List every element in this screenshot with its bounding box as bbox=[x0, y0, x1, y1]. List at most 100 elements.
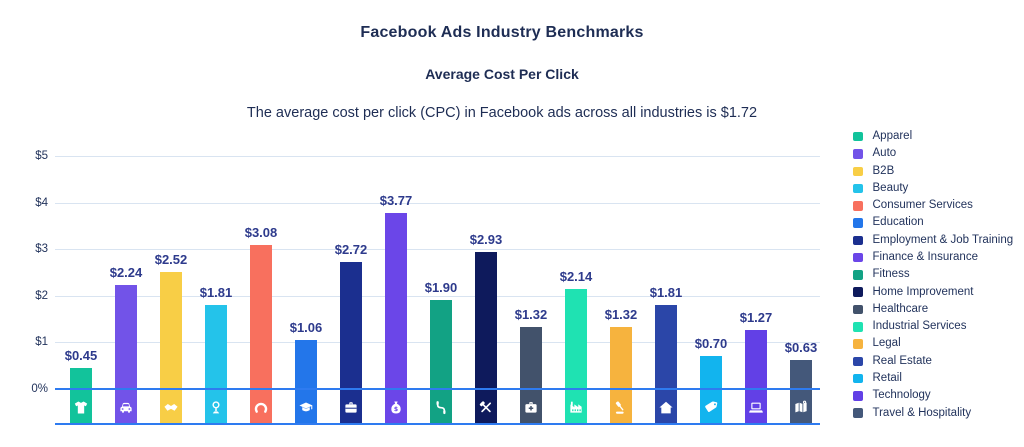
value-label-fitness: $1.90 bbox=[424, 280, 458, 296]
legend-swatch-beauty bbox=[853, 183, 863, 194]
legend-label-auto: Auto bbox=[872, 147, 897, 160]
briefcase-icon bbox=[344, 400, 359, 415]
tshirt-icon bbox=[74, 400, 89, 415]
legend-item-healthcare: Healthcare bbox=[853, 302, 1018, 315]
tools-icon bbox=[479, 400, 494, 415]
factory-icon bbox=[569, 400, 584, 415]
legend-swatch-finance-insurance bbox=[853, 252, 863, 263]
bar-finance-insurance: $ bbox=[385, 213, 407, 425]
legend-label-fitness: Fitness bbox=[872, 268, 910, 281]
legend-label-travel-hospitality: Travel & Hospitality bbox=[872, 406, 972, 419]
legend-label-legal: Legal bbox=[872, 337, 901, 350]
value-label-education: $1.06 bbox=[289, 319, 323, 335]
laptop-icon bbox=[749, 400, 764, 415]
y-gridline-5 bbox=[55, 156, 820, 157]
bar-consumer-services bbox=[250, 245, 272, 425]
legend-label-home-improvement: Home Improvement bbox=[872, 285, 974, 298]
value-label-technology: $1.27 bbox=[739, 309, 773, 325]
x-axis-bottom-line bbox=[55, 423, 820, 425]
legend-label-industrial-services: Industrial Services bbox=[872, 320, 967, 333]
legend-item-home-improvement: Home Improvement bbox=[853, 285, 1018, 298]
legend-swatch-consumer-services bbox=[853, 201, 863, 211]
legend-item-fitness: Fitness bbox=[853, 268, 1018, 281]
hairdryer-icon bbox=[254, 400, 269, 415]
legend-item-beauty: Beauty bbox=[853, 181, 1018, 194]
legend-item-retail: Retail bbox=[853, 372, 1018, 384]
value-label-finance-insurance: $3.77 bbox=[379, 193, 413, 209]
bar-legal bbox=[610, 327, 632, 425]
legend-item-education: Education bbox=[853, 216, 1018, 228]
legend-swatch-retail bbox=[853, 373, 863, 384]
mirror-icon bbox=[209, 400, 224, 415]
value-label-b2b: $2.52 bbox=[154, 251, 188, 267]
y-gridline-2 bbox=[55, 295, 820, 297]
money-bag-icon: $ bbox=[389, 400, 404, 415]
value-label-legal: $1.32 bbox=[604, 307, 638, 323]
legend-item-employment-job-training: Employment & Job Training bbox=[853, 233, 1018, 246]
value-label-real-estate: $1.81 bbox=[649, 284, 683, 300]
legend-item-technology: Technology bbox=[853, 389, 1018, 401]
legend-swatch-fitness bbox=[853, 270, 863, 280]
legend-item-travel-hospitality: Travel & Hospitality bbox=[853, 406, 1018, 419]
bar-auto bbox=[115, 284, 137, 425]
house-icon bbox=[659, 400, 674, 415]
svg-text:$: $ bbox=[394, 406, 398, 413]
legend-item-industrial-services: Industrial Services bbox=[853, 320, 1018, 333]
legend-item-auto: Auto bbox=[853, 147, 1018, 160]
legend-label-b2b: B2B bbox=[872, 164, 895, 177]
bar-employment-job-training bbox=[340, 262, 362, 425]
legend-swatch-b2b bbox=[853, 166, 863, 176]
bar-industrial-services bbox=[565, 289, 587, 425]
chart-subtitle: Average Cost Per Click bbox=[425, 66, 579, 82]
legend-swatch-industrial-services bbox=[853, 322, 863, 332]
legend-item-finance-insurance: Finance & Insurance bbox=[853, 250, 1018, 263]
y-tick-label-0: 0% bbox=[31, 383, 48, 395]
legend-label-healthcare: Healthcare bbox=[872, 302, 929, 315]
legend-item-apparel: Apparel bbox=[853, 130, 1018, 142]
value-label-beauty: $1.81 bbox=[199, 284, 233, 300]
graduation-cap-icon bbox=[299, 400, 314, 415]
y-tick-label-5: $5 bbox=[35, 150, 48, 162]
legend-label-beauty: Beauty bbox=[872, 181, 909, 194]
legend-label-real-estate: Real Estate bbox=[872, 354, 932, 367]
value-label-apparel: $0.45 bbox=[64, 348, 98, 364]
value-label-travel-hospitality: $0.63 bbox=[784, 339, 818, 355]
handshake-icon bbox=[164, 400, 179, 415]
bar-apparel bbox=[70, 368, 92, 425]
legend-swatch-real-estate bbox=[853, 356, 863, 367]
bar-home-improvement bbox=[475, 252, 497, 425]
bar-healthcare bbox=[520, 327, 542, 425]
value-label-industrial-services: $2.14 bbox=[559, 269, 593, 285]
legend-item-legal: Legal bbox=[853, 337, 1018, 350]
bar-travel-hospitality bbox=[790, 359, 812, 425]
page-title: Facebook Ads Industry Benchmarks bbox=[360, 24, 644, 41]
value-label-healthcare: $1.32 bbox=[514, 307, 548, 323]
legend-swatch-technology bbox=[853, 391, 863, 401]
y-tick-label-2: $2 bbox=[35, 289, 48, 302]
bar-real-estate bbox=[655, 304, 677, 425]
medical-bag-icon bbox=[524, 400, 539, 415]
chart-legend: Apparel Auto B2B Beauty Consumer Services Edu… bbox=[853, 130, 1018, 425]
value-label-retail: $0.70 bbox=[694, 336, 728, 352]
bar-beauty bbox=[205, 304, 227, 425]
map-icon bbox=[794, 400, 809, 415]
legend-swatch-auto bbox=[853, 149, 863, 159]
legend-label-consumer-services: Consumer Services bbox=[872, 199, 973, 212]
value-label-home-improvement: $2.93 bbox=[469, 232, 503, 248]
legend-swatch-apparel bbox=[853, 131, 863, 142]
legend-label-finance-insurance: Finance & Insurance bbox=[872, 250, 978, 263]
zero-baseline bbox=[55, 388, 820, 390]
value-label-employment-job-training: $2.72 bbox=[334, 242, 368, 258]
legend-swatch-employment-job-training bbox=[853, 235, 863, 246]
legend-swatch-travel-hospitality bbox=[853, 408, 863, 418]
legend-item-b2b: B2B bbox=[853, 164, 1018, 177]
legend-label-employment-job-training: Employment & Job Training bbox=[872, 233, 1014, 246]
y-gridline-3 bbox=[55, 249, 820, 251]
y-tick-label-4: $4 bbox=[35, 196, 48, 209]
bar-fitness bbox=[430, 300, 452, 425]
gavel-icon bbox=[614, 400, 629, 415]
legend-swatch-healthcare bbox=[853, 304, 863, 315]
bar-retail bbox=[700, 356, 722, 425]
